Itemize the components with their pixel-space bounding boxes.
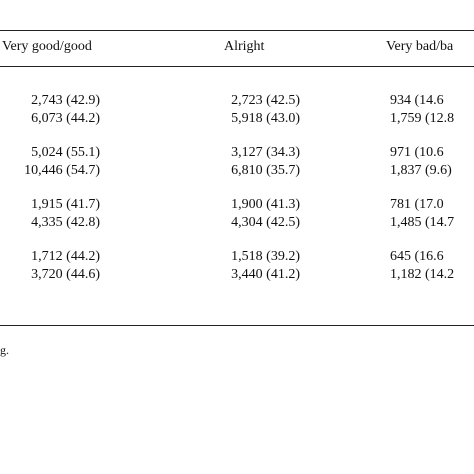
header-very-good-good: Very good/good: [2, 39, 92, 54]
cell-alright: 2,723 (42.5): [231, 93, 300, 108]
cell-alright: 3,127 (34.3): [231, 145, 300, 160]
cell-alright: 6,810 (35.7): [231, 163, 300, 178]
cell-very-good-good: 3,720 (44.6): [31, 267, 100, 282]
cell-very-bad-bad: 1,837 (9.6): [390, 163, 452, 178]
table-top-rule: [0, 30, 474, 31]
cell-very-bad-bad: 781 (17.0: [390, 197, 444, 212]
table-row: 4,335 (42.8) 4,304 (42.5) 1,485 (14.7: [0, 214, 474, 232]
cell-very-good-good: 6,073 (44.2): [31, 111, 100, 126]
table-row: 5,024 (55.1) 3,127 (34.3) 971 (10.6: [0, 144, 474, 162]
header-alright: Alright: [224, 39, 265, 54]
cell-very-bad-bad: 1,759 (12.8: [390, 111, 455, 126]
table-row: 10,446 (54.7) 6,810 (35.7) 1,837 (9.6): [0, 162, 474, 180]
cell-very-bad-bad: 971 (10.6: [390, 145, 444, 160]
table-header-row: Very good/good Alright Very bad/ba: [0, 38, 474, 58]
cell-alright: 1,518 (39.2): [231, 249, 300, 264]
table-row: 1,712 (44.2) 1,518 (39.2) 645 (16.6: [0, 248, 474, 266]
cell-alright: 3,440 (41.2): [231, 267, 300, 282]
table-row: 2,743 (42.9) 2,723 (42.5) 934 (14.6: [0, 92, 474, 110]
cell-very-bad-bad: 1,485 (14.7: [390, 215, 455, 230]
table-footnote: g.: [0, 343, 9, 357]
table-header-rule: [0, 66, 474, 67]
cell-alright: 4,304 (42.5): [231, 215, 300, 230]
table-row: 6,073 (44.2) 5,918 (43.0) 1,759 (12.8: [0, 110, 474, 128]
cell-alright: 5,918 (43.0): [231, 111, 300, 126]
cell-very-good-good: 5,024 (55.1): [31, 145, 100, 160]
table-bottom-rule: [0, 325, 474, 326]
cell-very-good-good: 4,335 (42.8): [31, 215, 100, 230]
cell-very-good-good: 1,915 (41.7): [31, 197, 100, 212]
cell-alright: 1,900 (41.3): [231, 197, 300, 212]
header-very-bad-bad: Very bad/ba: [386, 39, 454, 54]
cell-very-good-good: 2,743 (42.9): [31, 93, 100, 108]
cell-very-good-good: 1,712 (44.2): [31, 249, 100, 264]
cell-very-good-good: 10,446 (54.7): [24, 163, 100, 178]
table-row: 1,915 (41.7) 1,900 (41.3) 781 (17.0: [0, 196, 474, 214]
cell-very-bad-bad: 934 (14.6: [390, 93, 444, 108]
cell-very-bad-bad: 1,182 (14.2: [390, 267, 455, 282]
table-row: 3,720 (44.6) 3,440 (41.2) 1,182 (14.2: [0, 266, 474, 284]
cell-very-bad-bad: 645 (16.6: [390, 249, 444, 264]
